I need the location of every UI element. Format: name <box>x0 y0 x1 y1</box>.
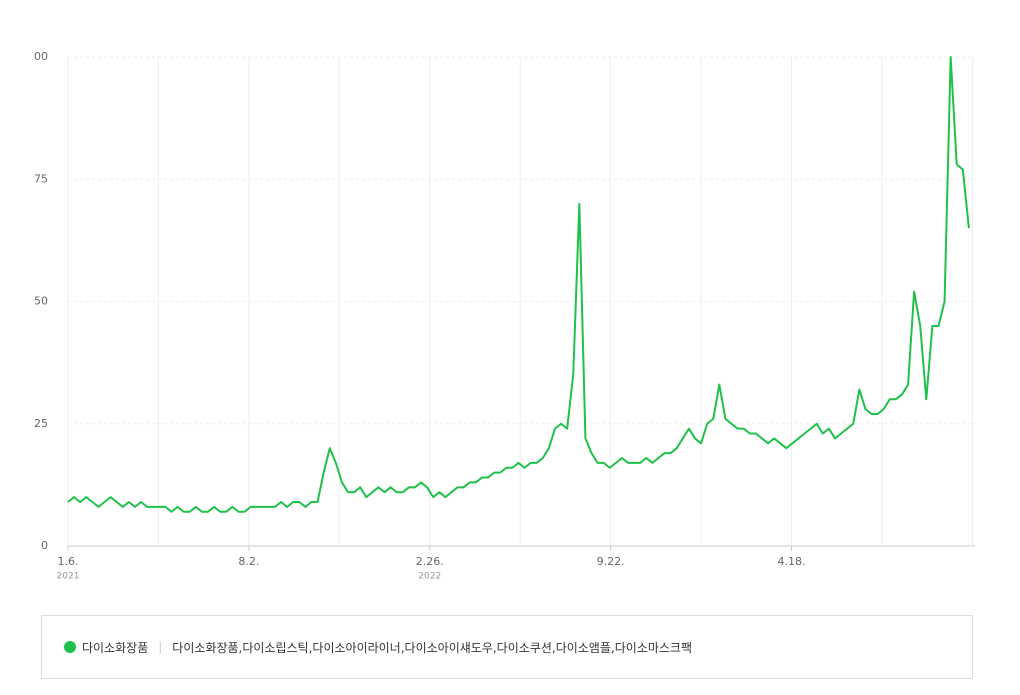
x-tick-label: 1.6. <box>58 555 79 568</box>
year-label: 2021 <box>57 572 80 582</box>
keywords: 다이소화장품,다이소립스틱,다이소아이라이너,다이소아이섀도우,다이소쿠션,다이… <box>172 640 692 655</box>
series-line <box>67 56 970 513</box>
x-tick-label: 2.26. <box>416 555 444 568</box>
x-tick-label: 8.2. <box>238 555 259 568</box>
legend-marker <box>64 641 76 653</box>
y-tick-label: 75 <box>34 172 48 185</box>
x-tick-label: 9.22. <box>597 555 625 568</box>
chart: 0 25 50 75 00 1.6. 8.2. 2.26. 9.22. 4.18. 2021 2022 <box>34 50 975 582</box>
x-tick-label: 4.18. <box>778 555 806 568</box>
y-tick-label: 00 <box>34 50 48 63</box>
legend-label: 다이소화장품 <box>82 640 149 655</box>
legend: 다이소화장품 | 다이소화장품,다이소립스틱,다이소아이라이너,다이소아이섀도우… <box>41 615 973 679</box>
year-label: 2022 <box>418 572 441 582</box>
separator: | <box>158 640 163 654</box>
y-tick-label: 0 <box>41 539 48 552</box>
y-tick-label: 50 <box>34 295 48 308</box>
y-tick-label: 25 <box>34 417 48 430</box>
